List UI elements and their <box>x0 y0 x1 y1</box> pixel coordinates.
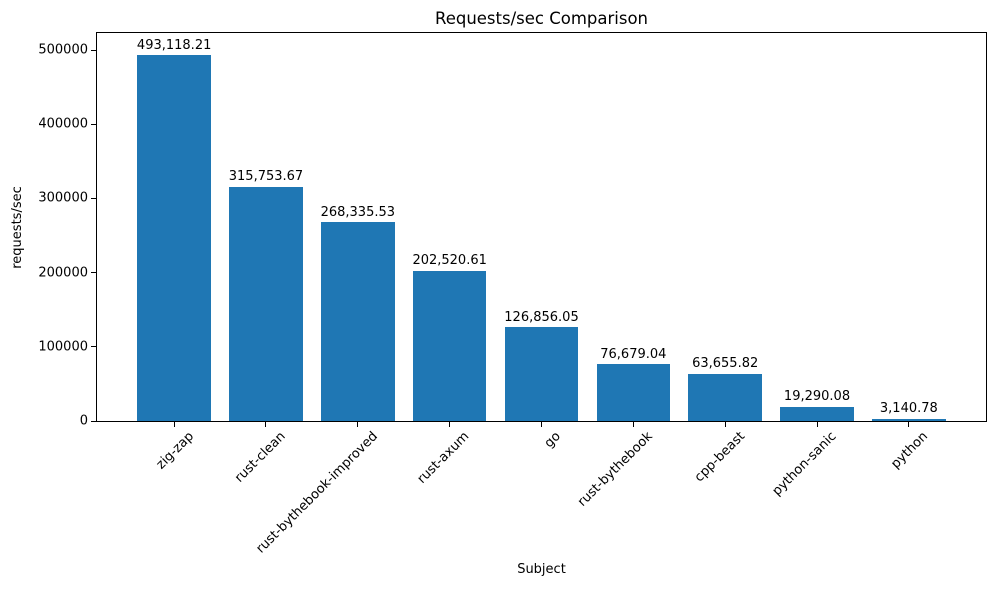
bar-rust-axum <box>412 270 487 421</box>
bar-rust-bythebook <box>596 364 671 421</box>
y-tick-label: 100000 <box>38 339 88 355</box>
bar-value-label: 315,753.67 <box>228 169 304 185</box>
y-tick-mark <box>91 123 96 125</box>
bar-value-label: 268,335.53 <box>320 204 396 220</box>
y-axis-label: requests/sec <box>9 185 25 269</box>
y-tick-mark <box>91 420 96 422</box>
bar-go <box>504 326 579 421</box>
x-tick-mark <box>357 421 359 427</box>
chart-title: Requests/sec Comparison <box>434 9 649 28</box>
bar-value-label: 202,520.61 <box>412 253 487 269</box>
x-tick-mark <box>265 421 267 427</box>
y-tick-label: 0 <box>79 413 88 429</box>
x-tick-label: zig-zap <box>153 429 197 473</box>
y-tick-label: 500000 <box>38 42 88 58</box>
x-tick-label: rust-clean <box>231 429 289 486</box>
x-tick-mark <box>724 421 726 427</box>
y-tick-label: 300000 <box>38 190 88 206</box>
bar-zig-zap <box>137 55 211 421</box>
bar-value-label: 63,655.82 <box>692 356 759 372</box>
bar-python <box>872 418 946 421</box>
x-tick-label: cpp-beast <box>691 429 748 486</box>
x-tick-mark <box>908 421 910 427</box>
x-tick-label: python-sanic <box>769 429 840 499</box>
x-axis-label: Subject <box>517 562 566 577</box>
y-tick-mark <box>91 49 96 51</box>
bar-python-sanic <box>780 406 854 421</box>
bar-value-label: 126,856.05 <box>504 309 579 325</box>
y-tick-mark <box>91 346 96 348</box>
x-tick-label: rust-bythebook <box>575 429 656 510</box>
y-tick-label: 200000 <box>38 265 88 281</box>
x-tick-mark <box>541 421 542 427</box>
x-tick-mark <box>449 421 451 427</box>
bar-value-label: 19,290.08 <box>783 389 851 405</box>
x-tick-mark <box>632 421 634 427</box>
x-tick-mark <box>173 421 175 427</box>
x-tick-label: rust-axum <box>414 429 473 487</box>
y-tick-mark <box>91 197 96 199</box>
plot-area: 0 100000 200000 300000 400000 500000 493,118.2… <box>38 32 987 556</box>
x-tick-label: python <box>888 429 932 472</box>
y-tick-label: 400000 <box>38 116 88 132</box>
x-tick-mark <box>816 421 818 427</box>
bar-value-label: 76,679.04 <box>600 346 667 362</box>
bar-rust-clean <box>229 186 303 421</box>
bar-cpp-beast <box>688 373 762 421</box>
x-tick-label: go <box>542 429 565 452</box>
y-axis-label-wrap: requests/sec <box>8 32 26 422</box>
bar-value-label: 3,140.78 <box>879 401 938 417</box>
bar-value-label: 493,118.21 <box>136 37 212 53</box>
bar-rust-bythebook-improved <box>321 221 395 421</box>
y-tick-mark <box>91 272 96 274</box>
